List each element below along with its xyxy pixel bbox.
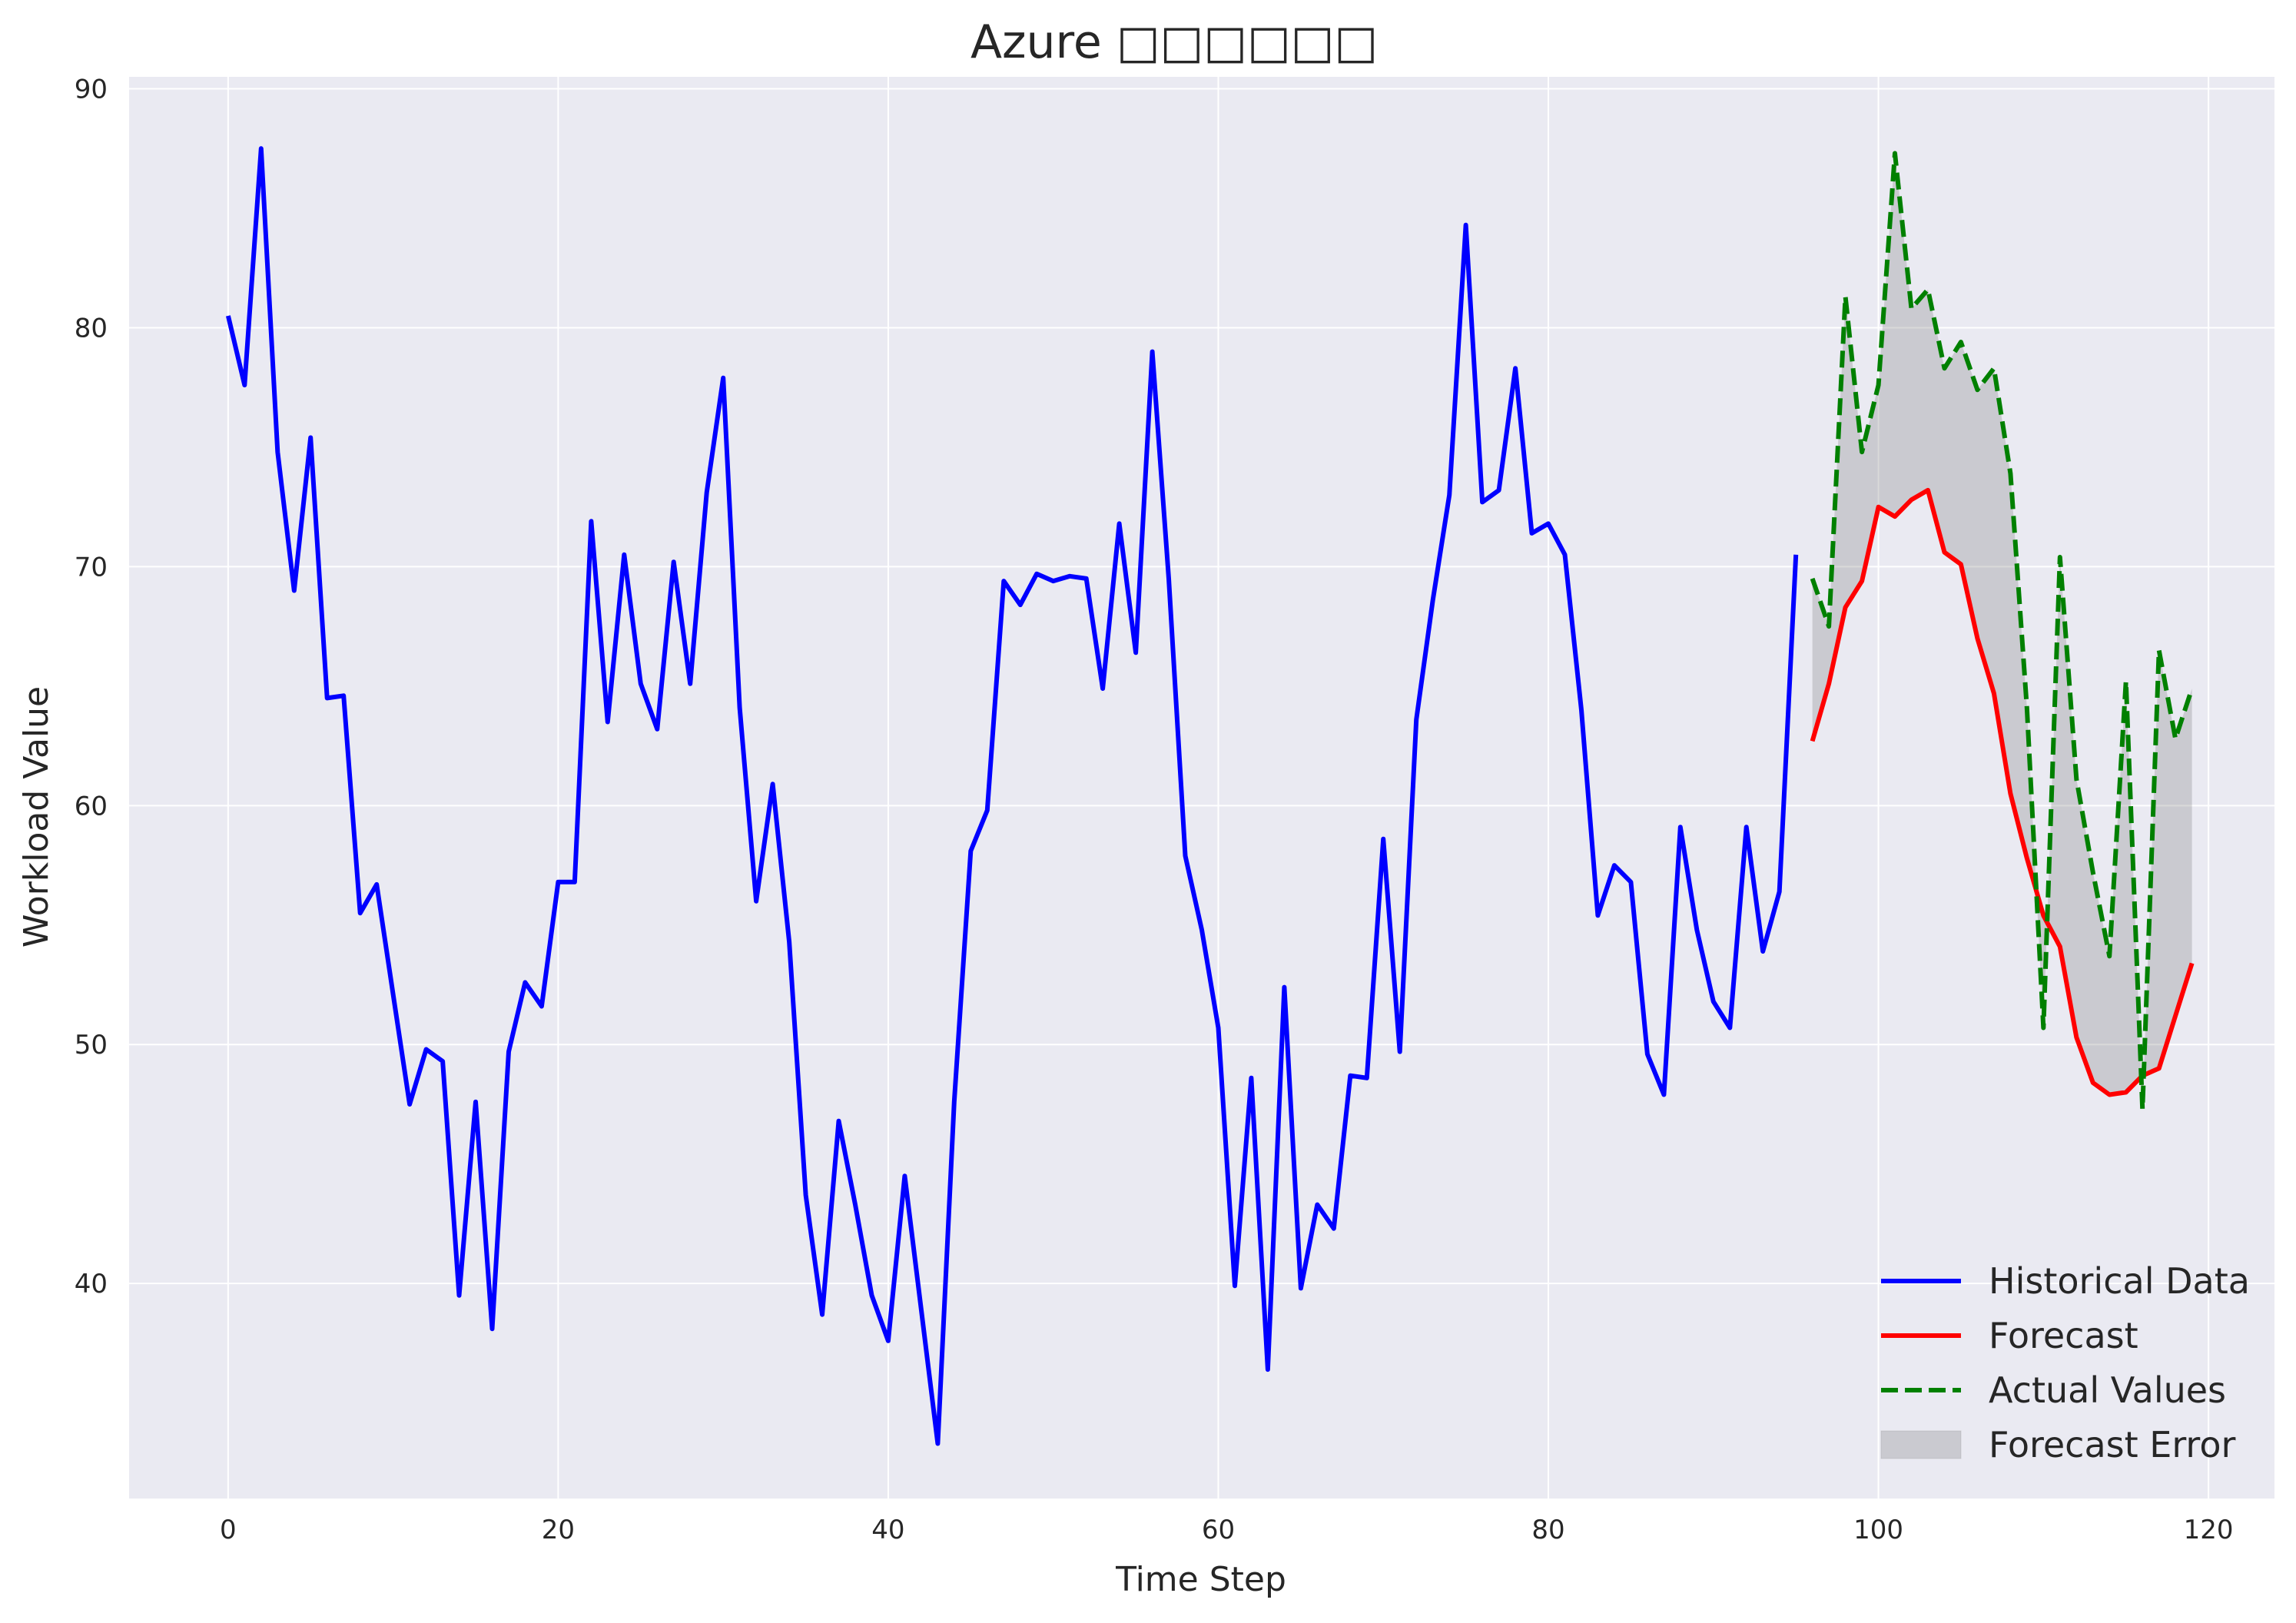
series-layer [225, 146, 2195, 1446]
y-tick-label: 60 [75, 791, 108, 821]
plot-area [129, 77, 2274, 1499]
x-tick-label: 60 [1202, 1515, 1235, 1545]
x-tick-label: 0 [220, 1515, 237, 1545]
y-axis-ticks: 40 50 60 70 80 90 [75, 75, 108, 1300]
y-tick-label: 80 [75, 313, 108, 344]
x-tick-label: 20 [542, 1515, 575, 1545]
legend-label-historical-data: Historical Data [1989, 1260, 2250, 1302]
x-tick-label: 40 [871, 1515, 904, 1545]
chart-title: Azure □□□□□□ [970, 15, 1378, 69]
x-tick-label: 100 [1853, 1515, 1903, 1545]
legend-label-forecast: Forecast [1989, 1315, 2138, 1356]
legend: Historical Data Forecast Actual Values Fore… [1880, 1260, 2250, 1465]
x-axis-label: Time Step [1115, 1560, 1286, 1599]
series-forecast [1810, 487, 2195, 1097]
x-axis-ticks: 0 20 40 60 80 100 120 [220, 1515, 2234, 1545]
forecast-error-band [1812, 153, 2192, 1110]
legend-label-actual-values: Actual Values [1989, 1369, 2226, 1411]
x-tick-label: 80 [1531, 1515, 1564, 1545]
y-tick-label: 90 [75, 75, 108, 105]
forecast-error-area [1812, 153, 2192, 1110]
y-tick-label: 50 [75, 1030, 108, 1060]
legend-label-forecast-error: Forecast Error [1989, 1424, 2235, 1465]
legend-swatch-forecast-error [1880, 1430, 1962, 1459]
x-tick-label: 120 [2184, 1515, 2234, 1545]
series-historical-data [225, 146, 1799, 1446]
y-tick-label: 70 [75, 552, 108, 582]
y-tick-label: 40 [75, 1269, 108, 1299]
y-axis-label: Workload Value [17, 686, 56, 948]
